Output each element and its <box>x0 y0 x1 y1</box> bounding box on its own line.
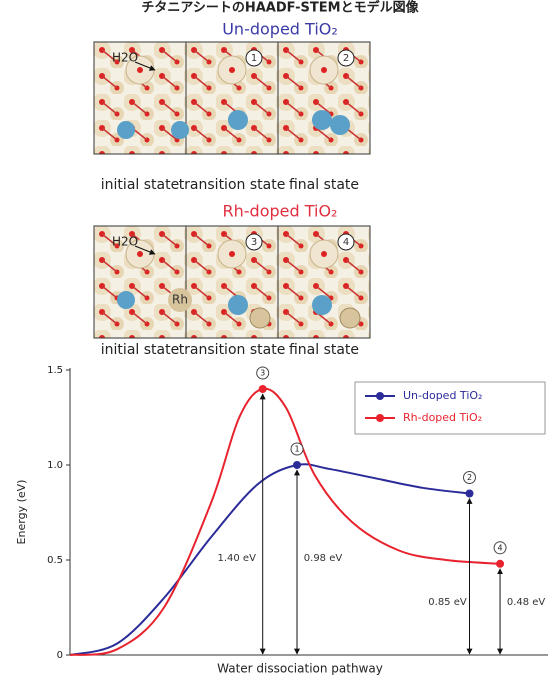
step-number: 2 <box>343 53 349 64</box>
annotation: 0.98 eV <box>304 553 343 564</box>
state-label: transition state <box>179 177 286 193</box>
marker-circle <box>493 541 507 555</box>
point <box>258 385 267 393</box>
y-tick-label: 1.5 <box>47 365 63 376</box>
legend-marker <box>376 414 384 422</box>
legend <box>354 381 546 435</box>
marker-circle <box>290 442 304 456</box>
legend-label: Rh-doped TiO₂ <box>403 411 482 424</box>
y-tick-label: 0.5 <box>47 555 63 566</box>
state-label: transition state <box>179 342 286 358</box>
marker-label: 1 <box>294 445 299 454</box>
y-tick-label: 1.0 <box>47 460 63 471</box>
state-label: initial state <box>101 177 179 193</box>
y-axis-label: Energy (eV) <box>15 480 28 545</box>
point <box>293 461 302 469</box>
x-axis-label: Water dissociation pathway <box>217 662 383 676</box>
water-label: H2O <box>112 235 138 249</box>
line <box>69 387 501 656</box>
marker-circle <box>463 471 476 484</box>
header: チタニアシートのHAADF-STEMとモデル図像 <box>141 0 419 16</box>
point <box>465 489 474 498</box>
y-tick-label: 0 <box>57 650 63 661</box>
state-label: final state <box>289 177 359 193</box>
annotation: 0.48 eV <box>507 597 546 608</box>
panel-row: H2O Rh 3 4 initial state transition stat… <box>93 225 371 358</box>
water-label: H2O <box>112 51 138 65</box>
point <box>496 559 505 568</box>
marker-label: 2 <box>467 473 472 482</box>
panel-title: Un-doped TiO₂ <box>222 20 338 39</box>
annotation: 0.85 eV <box>428 597 467 608</box>
legend-label: Un-doped TiO₂ <box>403 389 482 402</box>
dopant-label: Rh <box>172 293 188 307</box>
marker-circle <box>256 366 270 380</box>
step-number: 4 <box>343 237 349 248</box>
state-label: final state <box>289 342 359 358</box>
step-number: 1 <box>251 53 257 64</box>
legend-marker <box>376 392 384 400</box>
annotation: 1.40 eV <box>217 553 256 564</box>
state-label: initial state <box>101 342 179 358</box>
panel-row: H2O 1 2 initial state transition state f… <box>93 41 371 193</box>
step-number: 3 <box>251 237 257 248</box>
marker-label: 3 <box>260 369 265 378</box>
line <box>69 463 470 656</box>
marker-label: 4 <box>498 543 503 552</box>
chart: Energy (eV) Water dissociation pathway 0… <box>15 365 548 676</box>
panel-title: Rh-doped TiO₂ <box>223 202 338 221</box>
